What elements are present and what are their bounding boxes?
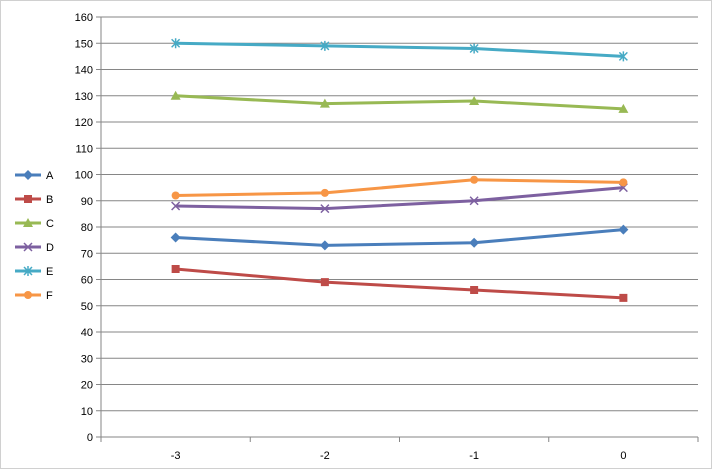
- data-point-C-3: [618, 103, 629, 113]
- data-point-E-1: [320, 40, 330, 51]
- series-D: [171, 183, 628, 214]
- legend-marker-B: [24, 195, 32, 203]
- x-tick-label: -2: [320, 450, 330, 462]
- data-point-D-0: [171, 201, 181, 211]
- series-line-D: [175, 186, 624, 211]
- legend-label: A: [46, 170, 54, 182]
- legend-item-C: C: [15, 218, 54, 230]
- y-tick-label: 10: [81, 406, 93, 418]
- series-group: [170, 38, 629, 302]
- legend-label: D: [46, 242, 54, 254]
- x-tick-label: -1: [469, 450, 479, 462]
- y-tick-label: 30: [81, 353, 93, 365]
- data-point-F-3: [619, 178, 628, 187]
- legend-item-A: A: [15, 170, 54, 182]
- data-point-C-2: [469, 96, 480, 105]
- legend-item-B: B: [15, 194, 53, 206]
- series-line-B: [175, 267, 624, 300]
- data-point-F-2: [470, 175, 479, 184]
- y-tick-label: 100: [75, 170, 93, 182]
- y-axis-ticks: 0 10 20 30 40 50 60 70 80 90 100 110 120 130 140 150 160: [75, 12, 101, 444]
- data-point-A-2: [469, 237, 480, 248]
- legend-marker-C: [23, 218, 33, 227]
- series-B: [171, 265, 628, 302]
- legend-label: B: [46, 194, 53, 206]
- grid-lines: [101, 16, 698, 412]
- legend-marker-F: [24, 291, 32, 299]
- series-line-A: [175, 228, 624, 247]
- legend-label: C: [46, 218, 54, 230]
- legend-marker-E: [23, 266, 33, 276]
- y-tick-label: 150: [75, 38, 93, 50]
- y-tick-label: 140: [75, 65, 93, 77]
- y-tick-label: 40: [81, 327, 93, 339]
- y-tick-label: 80: [81, 222, 93, 234]
- y-tick-label: 50: [81, 301, 93, 313]
- x-axis-ticks: -3 -2 -1 0: [100, 437, 699, 462]
- x-tick-label: -3: [171, 450, 181, 462]
- legend-marker-A: [23, 170, 33, 180]
- data-point-B-0: [171, 265, 180, 273]
- series-A: [170, 224, 629, 251]
- data-point-C-1: [319, 98, 330, 108]
- legend-item-E: E: [15, 266, 53, 278]
- y-tick-label: 160: [75, 12, 93, 24]
- y-tick-label: 110: [75, 143, 93, 155]
- data-point-D-2: [469, 196, 479, 206]
- legend-item-D: D: [15, 242, 54, 254]
- y-tick-label: 130: [75, 91, 93, 103]
- legend-label: F: [46, 290, 53, 302]
- data-point-E-3: [618, 51, 628, 62]
- series-line-E: [175, 41, 624, 58]
- series-F: [171, 175, 628, 200]
- y-tick-label: 0: [87, 432, 93, 444]
- data-point-A-3: [618, 224, 629, 235]
- data-point-C-0: [170, 90, 181, 100]
- series-line-C: [175, 94, 624, 111]
- data-point-A-0: [170, 232, 181, 243]
- data-point-B-2: [470, 286, 479, 294]
- data-point-E-2: [469, 43, 479, 54]
- data-point-F-1: [320, 188, 329, 197]
- y-tick-label: 60: [81, 275, 93, 287]
- series-line-F: [175, 178, 624, 197]
- data-point-A-1: [319, 240, 330, 251]
- y-tick-label: 20: [81, 380, 93, 392]
- legend-item-F: F: [15, 290, 53, 302]
- y-tick-label: 120: [75, 117, 93, 129]
- data-point-B-1: [320, 278, 329, 287]
- series-C: [170, 90, 629, 113]
- data-point-F-0: [171, 191, 180, 200]
- series-E: [171, 38, 628, 62]
- data-point-D-1: [320, 204, 330, 214]
- data-point-E-0: [171, 38, 181, 49]
- legend-marker-D: [23, 242, 33, 252]
- legend-label: E: [46, 266, 53, 278]
- x-tick-label: 0: [620, 450, 626, 462]
- y-tick-label: 70: [81, 248, 93, 260]
- data-point-B-3: [619, 293, 628, 302]
- y-tick-label: 90: [81, 196, 93, 208]
